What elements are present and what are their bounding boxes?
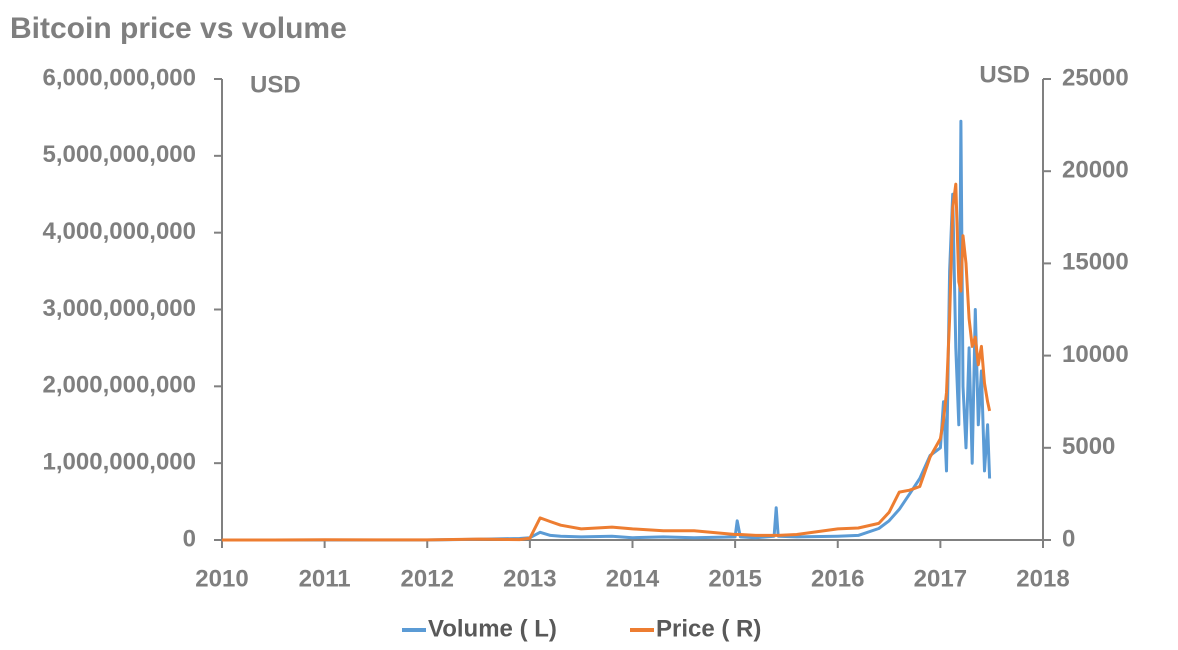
chart-title: Bitcoin price vs volume [10, 12, 347, 45]
data-line [222, 119, 992, 542]
data-line [222, 182, 992, 542]
x-tick-label: 2017 [914, 565, 967, 592]
y-tick-label: 2,000,000,000 [43, 372, 196, 399]
y2-tick-label: 15000 [1062, 249, 1129, 276]
x-tick-label: 2013 [503, 565, 556, 592]
x-tick-label: 2015 [708, 565, 761, 592]
y-tick-label: 4,000,000,000 [43, 218, 196, 245]
x-tick-label: 2010 [195, 565, 248, 592]
x-tick-label: 2011 [299, 565, 351, 592]
y-tick-label: 5,000,000,000 [43, 141, 196, 168]
y-tick-label: 3,000,000,000 [43, 295, 196, 322]
y2-axis-label: USD [979, 61, 1030, 88]
y2-tick-label: 0 [1062, 525, 1075, 552]
y-tick-label: 6,000,000,000 [43, 64, 196, 91]
x-tick-label: 2014 [606, 565, 660, 592]
y2-tick-label: 10000 [1062, 341, 1129, 368]
y-axis-label: USD [250, 71, 301, 98]
x-tick-label: 2016 [811, 565, 864, 592]
x-tick-label: 2012 [401, 565, 454, 592]
y2-tick-label: 25000 [1062, 64, 1129, 91]
legend-label: Volume ( L) [428, 615, 557, 642]
y-tick-label: 0 [183, 525, 196, 552]
legend-label: Price ( R) [656, 615, 761, 642]
y2-tick-label: 5000 [1062, 433, 1115, 460]
x-tick-label: 2018 [1016, 565, 1069, 592]
y-tick-label: 1,000,000,000 [43, 449, 196, 476]
y2-tick-label: 20000 [1062, 157, 1129, 184]
